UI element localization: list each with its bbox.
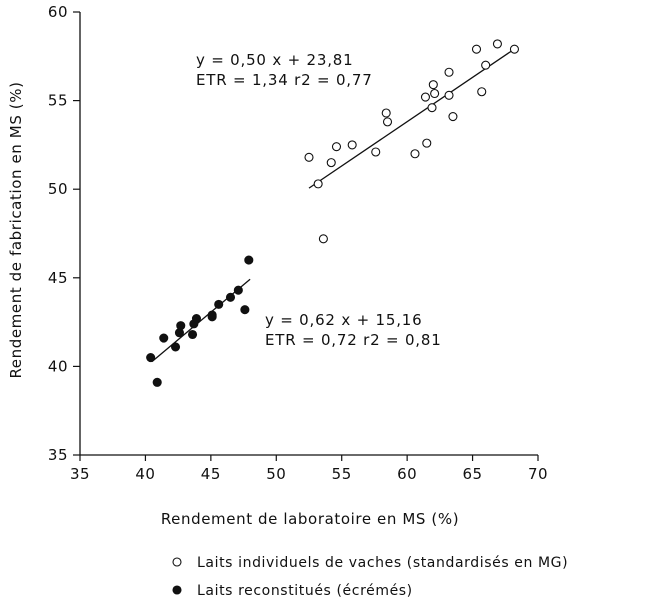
legend-open-circle-marker [172,557,182,567]
data-point-filled [187,329,198,340]
data-point-open [371,147,381,157]
data-point-open [304,152,314,162]
data-point-open [427,103,437,113]
series-2-stats: ETR = 0,72 r2 = 0,81 [265,331,442,349]
data-points [146,39,519,387]
ticks: 35 40 45 50 55 60 65 70 35 40 45 50 55 60 [48,3,548,483]
regression-line-series-2 [151,278,251,363]
data-point-open [444,67,454,77]
data-point-open [430,88,440,99]
data-point-filled [225,292,236,302]
legend-filled-circle-marker [172,585,182,595]
data-point-open [318,234,328,244]
legend: Laits individuels de vaches (standardisé… [172,555,568,599]
data-point-filled [207,310,217,320]
y-tick-label: 40 [48,357,68,375]
x-tick-label: 50 [266,465,286,483]
y-tick-label: 45 [48,269,68,287]
y-tick-label: 60 [48,3,68,21]
data-point-open [382,117,393,127]
regression-line-series-1 [308,48,515,189]
data-point-open [410,149,420,159]
fit-lines [151,48,515,363]
y-tick-label: 55 [48,92,68,110]
data-point-open [422,138,432,148]
data-point-filled [233,285,243,295]
data-point-open [448,111,458,122]
y-tick-label: 50 [48,180,68,198]
legend-label-series-2: Laits reconstitués (écrémés) [197,583,413,599]
series-2-equation: y = 0,62 x + 15,16 [265,311,422,329]
x-tick-label: 55 [332,465,352,483]
data-point-open [331,142,342,152]
y-axis-title: Rendement de fabrication en MS (%) [7,81,25,378]
data-point-open [420,92,431,102]
data-point-filled [159,333,169,343]
axes [79,12,538,456]
x-tick-label: 40 [135,465,155,483]
data-point-open [313,179,323,189]
y-tick-label: 35 [48,446,68,464]
data-point-open [326,158,336,168]
data-point-filled [176,321,186,331]
data-point-filled [146,352,156,363]
data-point-open [471,44,482,54]
data-point-open [481,60,491,70]
data-point-open [492,39,502,49]
data-point-open [428,80,438,90]
data-point-open [381,108,391,118]
x-tick-label: 60 [397,465,417,483]
x-tick-label: 70 [528,465,548,483]
x-tick-label: 35 [70,465,90,483]
x-axis-title: Rendement de laboratoire en MS (%) [161,510,459,528]
x-tick-label: 45 [201,465,221,483]
legend-label-series-1: Laits individuels de vaches (standardisé… [197,555,568,571]
data-point-filled [191,314,202,324]
data-point-open [477,87,487,97]
series-1-equation: y = 0,50 x + 23,81 [196,51,353,69]
data-point-filled [170,342,181,352]
series-1-stats: ETR = 1,34 r2 = 0,77 [196,71,373,89]
data-point-open [444,90,454,100]
data-point-filled [240,305,250,315]
data-point-filled [152,377,162,387]
x-tick-label: 65 [463,465,483,483]
data-point-open [509,44,519,54]
data-point-filled [244,255,254,265]
data-point-filled [214,299,224,309]
data-point-open [347,140,357,150]
